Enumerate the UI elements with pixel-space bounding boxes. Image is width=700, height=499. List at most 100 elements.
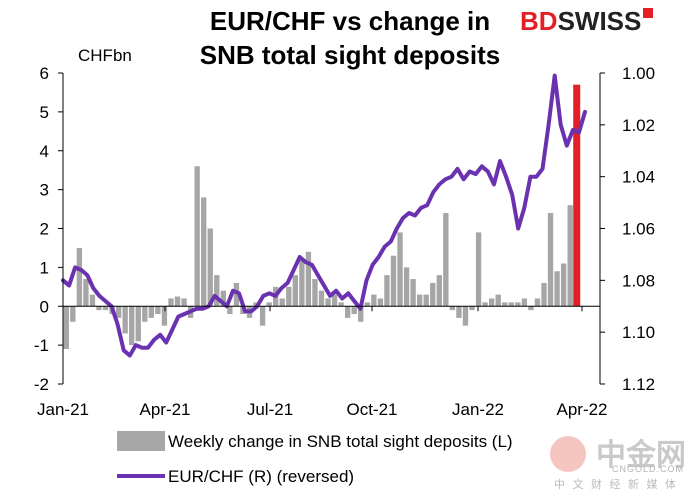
bar bbox=[299, 259, 305, 307]
bar bbox=[495, 294, 501, 307]
bar bbox=[312, 279, 318, 307]
bar bbox=[227, 306, 233, 315]
bar bbox=[142, 306, 148, 322]
bar bbox=[560, 263, 567, 307]
bar bbox=[351, 306, 357, 315]
chart-title-line-1: EUR/CHF vs change in bbox=[209, 6, 491, 36]
bar bbox=[266, 302, 272, 307]
left-tick-label: 4 bbox=[40, 142, 49, 161]
bar bbox=[469, 306, 475, 311]
bar bbox=[397, 232, 403, 307]
left-axis-unit-label: CHFbn bbox=[78, 46, 132, 65]
right-tick-label: 1.08 bbox=[622, 271, 655, 290]
bar bbox=[168, 298, 174, 307]
bar-highlight bbox=[573, 84, 581, 307]
bar bbox=[541, 282, 547, 307]
axes: 6 5 4 3 2 1 0 -1 -2 1.00 1.02 1.04 1.06 1.08 1.10 1.12 J… bbox=[34, 64, 655, 419]
bar bbox=[508, 302, 514, 307]
bar bbox=[76, 247, 83, 307]
bar bbox=[201, 197, 207, 307]
chart-title: EUR/CHF vs change in SNB total sight dep… bbox=[120, 4, 580, 72]
legend-bar-swatch bbox=[117, 431, 165, 451]
bar bbox=[345, 306, 351, 318]
bar bbox=[443, 212, 449, 307]
bar bbox=[161, 306, 168, 326]
bar bbox=[462, 306, 469, 326]
brand-logo: BDSWISS bbox=[520, 6, 654, 37]
bar bbox=[567, 205, 573, 307]
bar bbox=[220, 290, 227, 307]
bar bbox=[410, 279, 416, 307]
bar bbox=[358, 306, 364, 322]
x-tick-label: Jul-21 bbox=[247, 400, 293, 419]
bar bbox=[488, 298, 495, 307]
bar bbox=[148, 306, 155, 318]
bar bbox=[554, 271, 560, 307]
bar bbox=[377, 298, 384, 307]
bar bbox=[207, 228, 213, 307]
bar bbox=[371, 294, 377, 307]
bar bbox=[364, 302, 370, 307]
bar bbox=[63, 306, 69, 350]
right-tick-label: 1.06 bbox=[622, 220, 655, 239]
x-tick-label: Jan-22 bbox=[452, 400, 504, 419]
bar bbox=[528, 306, 534, 311]
bar bbox=[430, 282, 436, 307]
bar bbox=[194, 166, 200, 307]
legend-line-label: EUR/CHF (R) (reversed) bbox=[168, 467, 354, 486]
bar bbox=[102, 306, 109, 311]
x-tick-label: Apr-22 bbox=[556, 400, 607, 419]
right-tick-label: 1.12 bbox=[622, 375, 655, 394]
bar bbox=[286, 286, 292, 307]
x-tick-label: Oct-21 bbox=[346, 400, 397, 419]
swiss-cross-icon bbox=[643, 8, 654, 18]
bar bbox=[325, 298, 331, 307]
bar bbox=[390, 255, 397, 307]
bar bbox=[502, 302, 508, 307]
bar bbox=[129, 306, 135, 346]
bar bbox=[174, 296, 181, 307]
bar bbox=[233, 282, 240, 307]
chart-title-line-2: SNB total sight deposits bbox=[199, 40, 501, 70]
bar bbox=[482, 302, 488, 307]
bar bbox=[305, 251, 312, 307]
bar bbox=[534, 298, 541, 307]
bar bbox=[181, 298, 187, 307]
legend-bar-label: Weekly change in SNB total sight deposit… bbox=[168, 432, 513, 451]
bar bbox=[456, 306, 462, 318]
bar bbox=[436, 275, 442, 307]
watermark-name: 中金网 bbox=[596, 438, 686, 473]
bar bbox=[338, 302, 344, 307]
bar bbox=[259, 306, 266, 326]
bar bbox=[475, 232, 482, 307]
left-tick-label: -2 bbox=[34, 375, 49, 394]
bar bbox=[416, 294, 423, 307]
right-tick-label: 1.00 bbox=[622, 64, 655, 83]
line-series bbox=[61, 73, 587, 358]
brand-logo-part-2: SWISS bbox=[557, 6, 642, 36]
bar bbox=[292, 275, 298, 307]
right-tick-label: 1.04 bbox=[622, 168, 655, 187]
watermark-subtitle: 中 文 财 经 新 媒 体 bbox=[554, 478, 678, 491]
bar bbox=[279, 298, 285, 307]
left-tick-label: 3 bbox=[40, 181, 49, 200]
bar bbox=[403, 267, 410, 307]
bar bbox=[115, 306, 122, 318]
bar bbox=[135, 306, 141, 342]
right-tick-label: 1.10 bbox=[622, 323, 655, 342]
eurchf-line bbox=[61, 73, 587, 358]
bar bbox=[122, 306, 128, 334]
watermark: 中金网 CNGOLD.COM 中 文 财 经 新 媒 体 bbox=[546, 430, 696, 496]
bar bbox=[155, 306, 161, 315]
bar-series bbox=[63, 84, 581, 350]
right-tick-label: 1.02 bbox=[622, 116, 655, 135]
bar bbox=[547, 212, 554, 307]
left-tick-label: -1 bbox=[34, 336, 49, 355]
bar bbox=[384, 275, 390, 307]
bar bbox=[96, 306, 102, 311]
left-tick-label: 5 bbox=[40, 103, 49, 122]
bar bbox=[423, 294, 429, 307]
bar bbox=[89, 294, 96, 307]
bar bbox=[331, 294, 338, 307]
